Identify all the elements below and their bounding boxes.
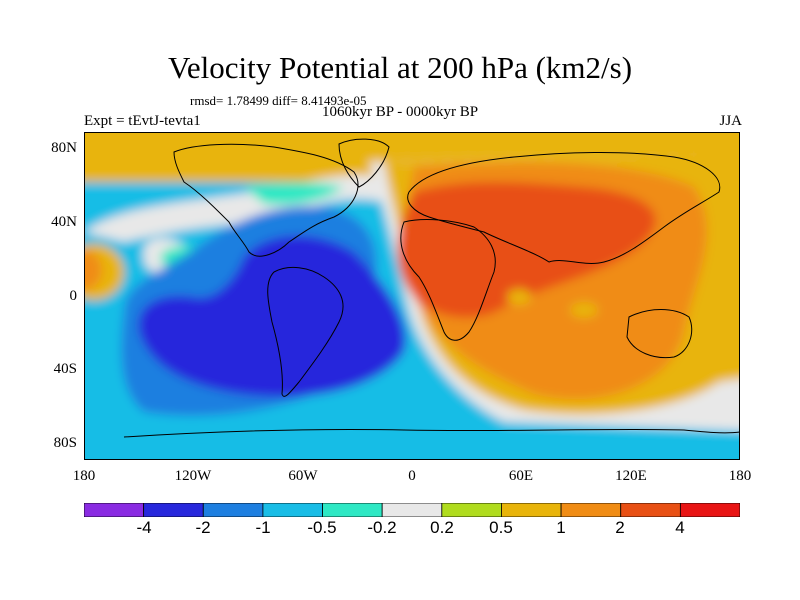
stats-label: rmsd= 1.78499 diff= 8.41493e-05 xyxy=(190,93,367,108)
colorbar-swatch xyxy=(143,503,204,517)
x-tick-60e: 60E xyxy=(508,468,534,484)
colorbar-label: 0.5 xyxy=(489,518,513,537)
colorbar-swatch xyxy=(501,503,562,517)
colorbar-swatch xyxy=(322,503,383,517)
colorbar-label: -1 xyxy=(255,518,271,537)
colorbar-label: 4 xyxy=(675,518,685,537)
season-label: JJA xyxy=(719,113,742,129)
y-tick-40n: 40N xyxy=(51,214,77,230)
period-label: 1060kyr BP - 0000kyr BP xyxy=(322,104,479,120)
experiment-label: Expt = tEvtJ-tevta1 xyxy=(84,113,201,129)
colorbar-swatch xyxy=(679,503,740,517)
velocity-potential-map xyxy=(84,132,740,460)
x-tick-60w: 60W xyxy=(288,468,318,484)
y-tick-40s: 40S xyxy=(53,361,77,377)
x-tick-180e: 180 xyxy=(728,468,752,484)
colorbar-label: -0.5 xyxy=(307,518,337,537)
colorbar-swatch xyxy=(262,503,323,517)
colorbar-swatch xyxy=(381,503,443,517)
colorbar-swatch xyxy=(441,503,502,517)
colorbar xyxy=(84,503,740,517)
colorbar-label: 2 xyxy=(615,518,625,537)
colorbar-label: -2 xyxy=(195,518,211,537)
map-canvas xyxy=(84,132,740,460)
coastlines xyxy=(123,138,740,438)
colorbar-label: -0.2 xyxy=(367,518,397,537)
map-frame xyxy=(84,132,740,460)
x-tick-120w: 120W xyxy=(174,468,212,484)
colorbar-swatch xyxy=(202,503,264,517)
colorbar-label: 1 xyxy=(556,518,566,537)
y-tick-0: 0 xyxy=(69,288,78,304)
colorbar-label: -4 xyxy=(136,518,152,537)
colorbar-label: 0.2 xyxy=(430,518,454,537)
y-tick-80s: 80S xyxy=(53,435,77,451)
contour-fill xyxy=(84,132,740,460)
x-tick-120e: 120E xyxy=(615,468,647,484)
y-tick-80n: 80N xyxy=(51,140,77,156)
x-tick-180w: 180 xyxy=(72,468,96,484)
colorbar-swatch xyxy=(560,503,622,517)
colorbar-swatch xyxy=(620,503,681,517)
x-tick-0: 0 xyxy=(408,468,416,484)
plot-title: Velocity Potential at 200 hPa (km2/s) xyxy=(167,50,633,85)
colorbar-swatch xyxy=(84,503,145,517)
